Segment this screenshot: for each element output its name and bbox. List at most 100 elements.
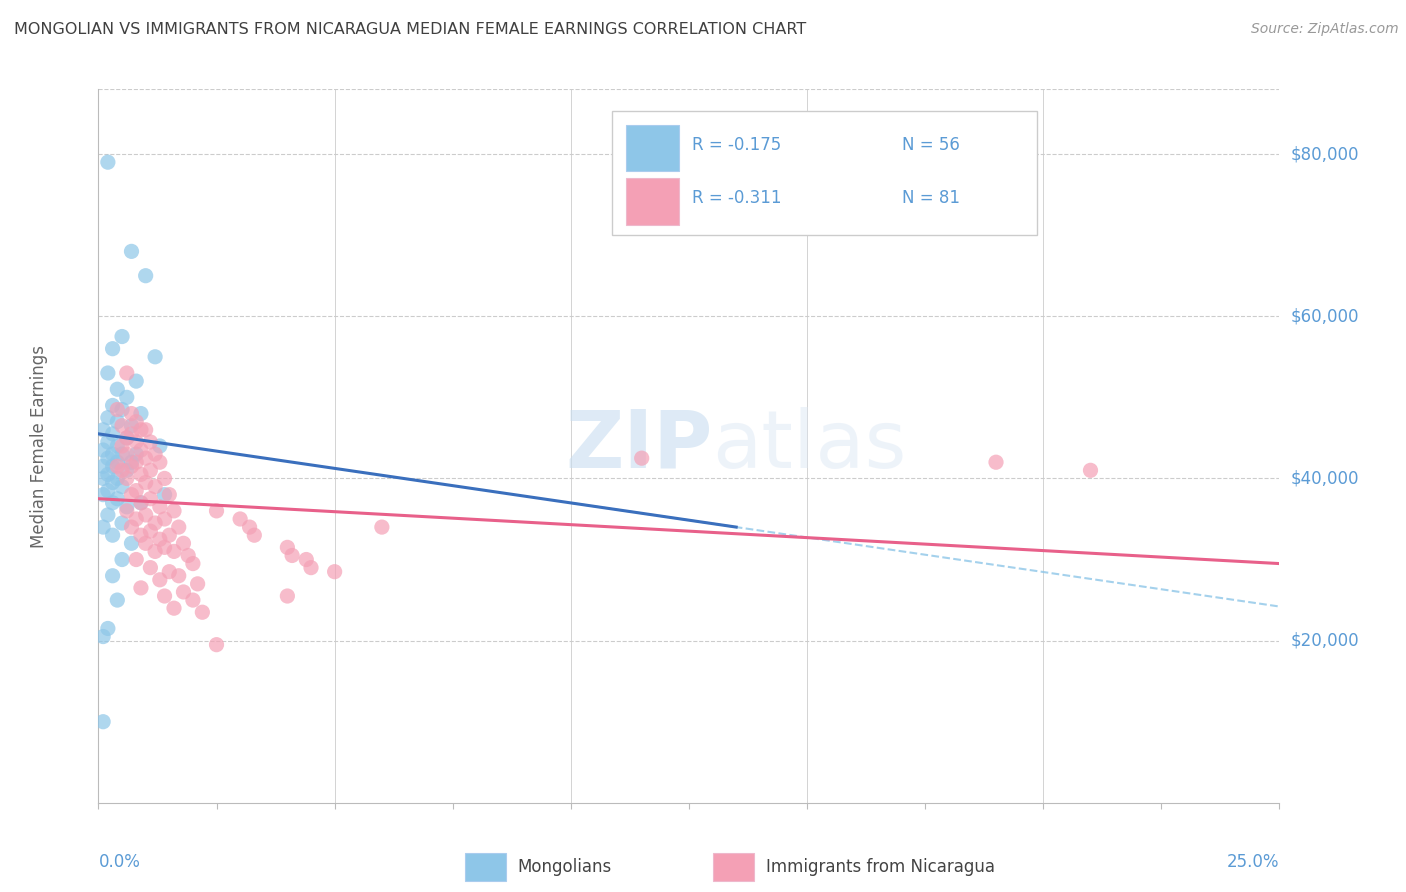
Point xyxy=(139,434,162,449)
Point xyxy=(105,471,128,485)
Point xyxy=(111,439,134,453)
Point xyxy=(129,407,152,421)
Point xyxy=(91,714,114,729)
Point xyxy=(111,329,134,343)
Point xyxy=(149,500,172,514)
Point xyxy=(101,342,124,356)
Point xyxy=(105,382,128,396)
Point xyxy=(91,459,114,474)
Text: atlas: atlas xyxy=(713,407,907,485)
Point xyxy=(149,439,172,453)
Point xyxy=(281,549,304,563)
Text: $80,000: $80,000 xyxy=(1291,145,1360,163)
Point xyxy=(163,544,186,558)
Point xyxy=(91,520,114,534)
Text: MONGOLIAN VS IMMIGRANTS FROM NICARAGUA MEDIAN FEMALE EARNINGS CORRELATION CHART: MONGOLIAN VS IMMIGRANTS FROM NICARAGUA M… xyxy=(14,22,806,37)
Point xyxy=(143,544,166,558)
Point xyxy=(97,483,120,498)
Text: Immigrants from Nicaragua: Immigrants from Nicaragua xyxy=(766,858,994,876)
Point xyxy=(91,630,114,644)
Point xyxy=(111,402,134,417)
Point xyxy=(153,471,176,485)
Point xyxy=(91,443,114,458)
Point xyxy=(129,496,152,510)
Point xyxy=(135,475,157,490)
Point xyxy=(984,455,1007,469)
Point xyxy=(167,520,190,534)
Point xyxy=(101,568,124,582)
Point xyxy=(111,447,134,461)
Point xyxy=(125,512,148,526)
Point xyxy=(129,496,152,510)
Point xyxy=(295,552,318,566)
Point xyxy=(129,443,152,458)
Point xyxy=(157,565,180,579)
Point xyxy=(149,533,172,547)
Point xyxy=(97,434,120,449)
FancyBboxPatch shape xyxy=(626,178,679,225)
Point xyxy=(121,418,143,433)
Point xyxy=(371,520,394,534)
Point xyxy=(115,500,138,514)
Point xyxy=(139,463,162,477)
Point xyxy=(153,541,176,555)
Point xyxy=(105,415,128,429)
Point xyxy=(125,374,148,388)
Point xyxy=(243,528,266,542)
Point xyxy=(125,552,148,566)
Point xyxy=(149,573,172,587)
Point xyxy=(153,512,176,526)
FancyBboxPatch shape xyxy=(713,853,754,881)
Point xyxy=(91,471,114,485)
Point xyxy=(121,520,143,534)
Point xyxy=(97,508,120,522)
Point xyxy=(157,488,180,502)
Text: N = 81: N = 81 xyxy=(901,189,959,207)
Point xyxy=(115,390,138,404)
Point xyxy=(105,439,128,453)
Point xyxy=(105,459,128,474)
Point xyxy=(125,455,148,469)
Point xyxy=(121,455,143,469)
Point xyxy=(157,528,180,542)
Point xyxy=(101,426,124,441)
Text: $20,000: $20,000 xyxy=(1291,632,1360,649)
Point xyxy=(115,447,138,461)
Point xyxy=(163,601,186,615)
Point xyxy=(91,423,114,437)
Point xyxy=(101,447,124,461)
Text: 25.0%: 25.0% xyxy=(1227,853,1279,871)
Point xyxy=(205,638,228,652)
Point xyxy=(101,399,124,413)
Point xyxy=(181,593,204,607)
Point xyxy=(135,508,157,522)
Point xyxy=(299,560,322,574)
Point xyxy=(115,431,138,445)
Point xyxy=(125,415,148,429)
Point xyxy=(205,504,228,518)
Point xyxy=(139,560,162,574)
Point xyxy=(105,593,128,607)
Point xyxy=(163,504,186,518)
Point xyxy=(105,455,128,469)
Point xyxy=(111,418,134,433)
Point xyxy=(101,459,124,474)
Point xyxy=(111,552,134,566)
Point xyxy=(125,483,148,498)
Point xyxy=(139,524,162,538)
Point xyxy=(121,536,143,550)
Point xyxy=(1080,463,1102,477)
Point xyxy=(229,512,252,526)
Text: N = 56: N = 56 xyxy=(901,136,959,153)
Point xyxy=(121,244,143,259)
Point xyxy=(97,410,120,425)
Point xyxy=(149,455,172,469)
Point xyxy=(105,491,128,506)
Text: $40,000: $40,000 xyxy=(1291,469,1360,487)
Point xyxy=(111,463,134,477)
Point xyxy=(172,536,194,550)
Point xyxy=(181,557,204,571)
Point xyxy=(135,536,157,550)
Point xyxy=(111,479,134,493)
Point xyxy=(143,447,166,461)
